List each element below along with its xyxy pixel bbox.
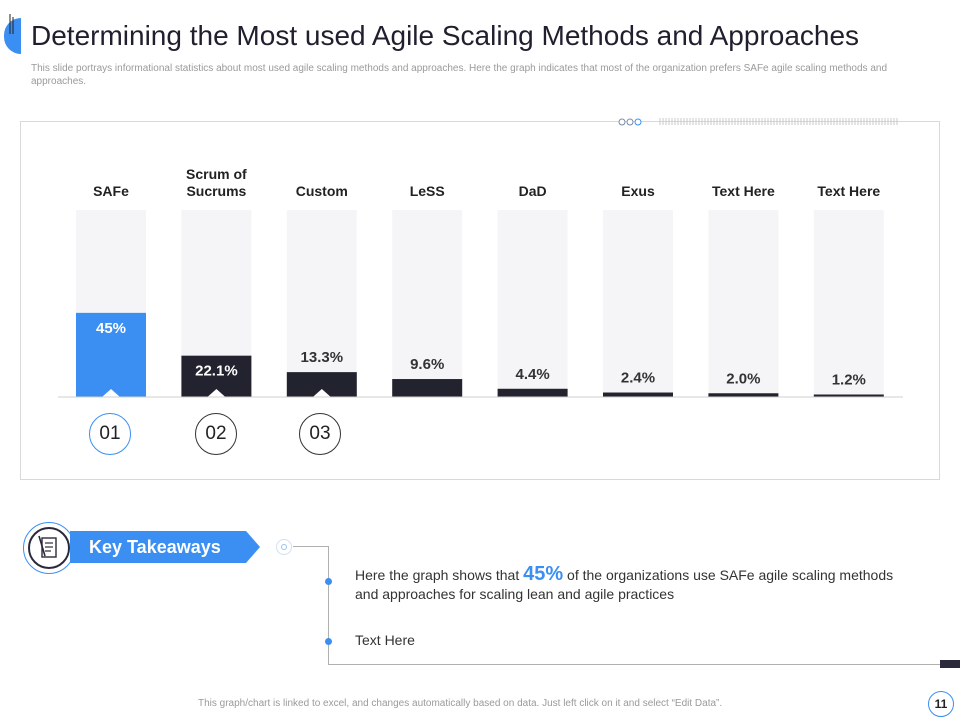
connector-line [328, 664, 940, 665]
decorative-dots-icon [618, 118, 642, 126]
bullet-dot [325, 638, 332, 645]
rank-badge-1: 01 [89, 413, 131, 455]
takeaway-highlight: 45% [523, 563, 564, 585]
decorative-ticks-icon [659, 118, 898, 125]
corner-accent [4, 18, 21, 54]
footer-note: This graph/chart is linked to excel, and… [198, 698, 723, 709]
page-subtitle: This slide portrays informational statis… [31, 63, 888, 87]
key-takeaways-banner: Key Takeaways [70, 531, 260, 563]
page-title: Determining the Most used Agile Scaling … [31, 20, 860, 51]
chart-container [20, 121, 940, 480]
bullet-dot [325, 578, 332, 585]
takeaway-text: Here the graph shows that [355, 567, 524, 583]
rank-badge-3: 03 [299, 413, 341, 455]
connector-end [940, 660, 960, 668]
takeaway-text: of the organizations use SAFe agile scal… [355, 567, 894, 602]
notes-icon [23, 522, 75, 574]
takeaway-item-2: Text Here [355, 632, 415, 648]
takeaway-item-1: Here the graph shows that 45% of the org… [355, 563, 895, 604]
corner-lines-icon [9, 14, 14, 34]
rank-badge-2: 02 [195, 413, 237, 455]
target-icon [276, 539, 292, 555]
connector-line [328, 546, 329, 665]
page-number: 11 [928, 691, 954, 717]
connector-line [293, 546, 329, 547]
